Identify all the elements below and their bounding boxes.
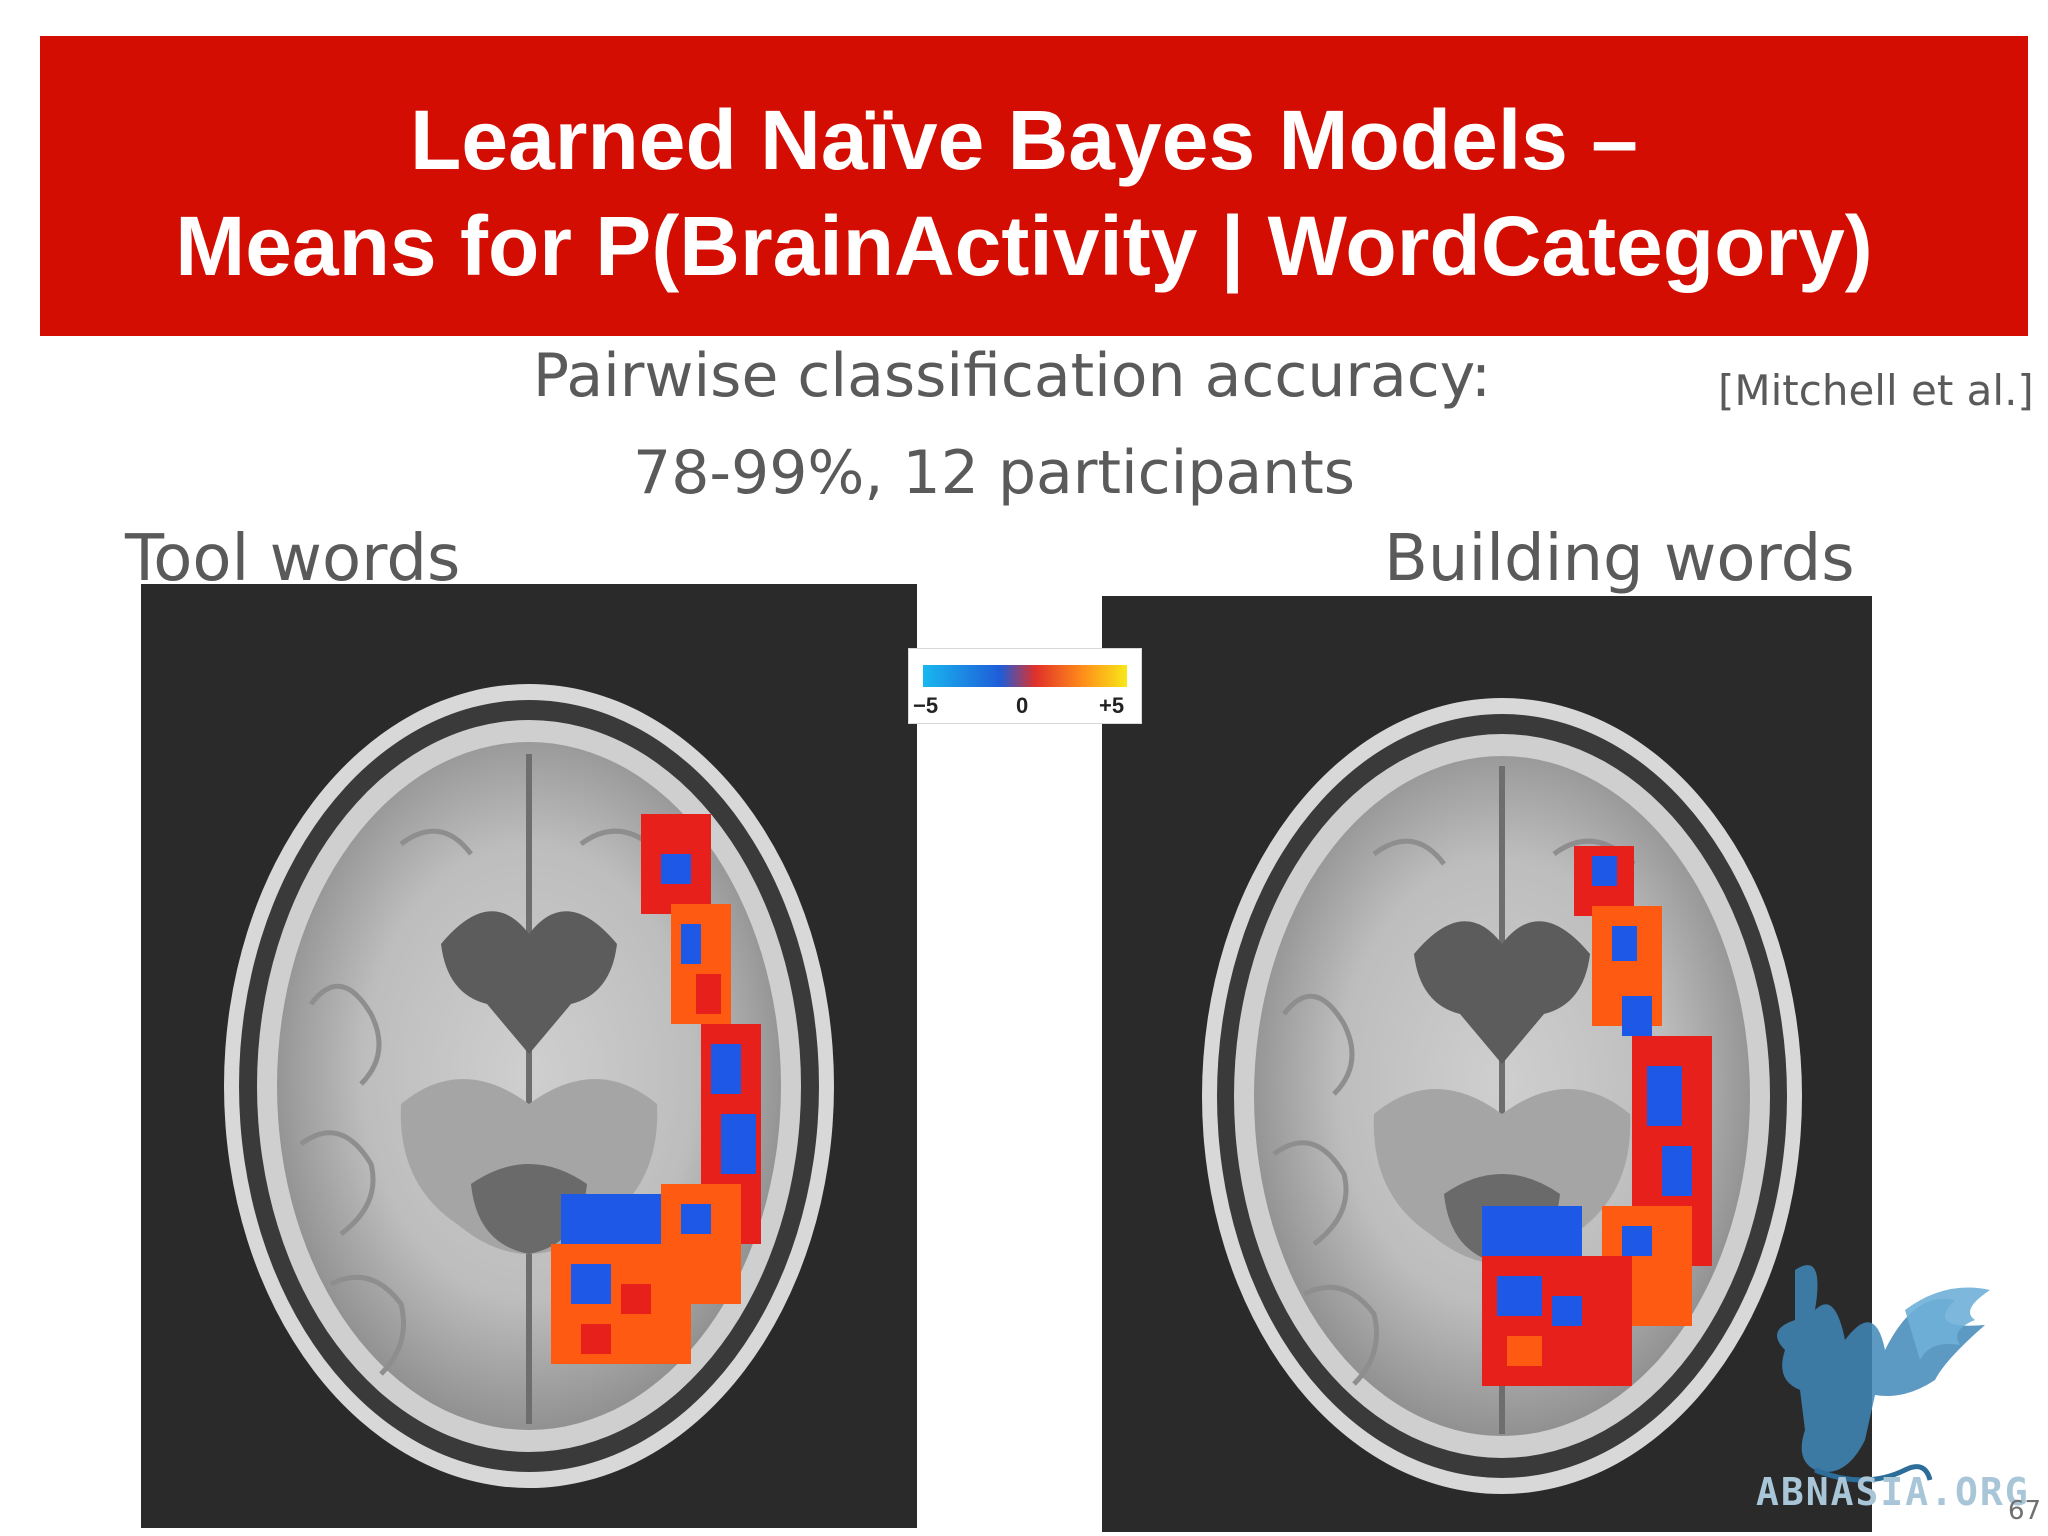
slide-title-line-1: Learned Naïve Bayes Models – [410,93,1638,187]
color-scale-max-label: +5 [1099,693,1125,718]
title-banner [40,36,2028,336]
page-number: 67 [2008,1496,2042,1526]
activation-cluster [1482,846,1712,1386]
watermark-text: ABNASIA.ORG [1756,1470,2030,1514]
griffin-logo-icon [1777,1265,1990,1483]
tool-words-brain-scan [141,584,917,1528]
color-scale-legend: −5 0 +5 [908,648,1142,724]
brain-scan-image [224,684,834,1488]
accuracy-value: 78-99%, 12 participants [633,438,1355,508]
accuracy-heading: Pairwise classification accuracy: [532,341,1492,411]
color-scale-min-label: −5 [913,693,939,718]
activation-cluster [551,814,761,1364]
brain-scan-image [1202,698,1802,1494]
building-words-label: Building words [1384,522,1855,596]
building-words-brain-scan [1102,596,1872,1532]
citation: [Mitchell et al.] [1718,366,2034,415]
color-scale-mid-label: 0 [1016,693,1029,718]
slide-title-line-2: Means for P(BrainActivity | WordCategory… [175,199,1873,293]
color-scale-gradient [923,665,1127,687]
tool-words-label: Tool words [125,522,461,596]
